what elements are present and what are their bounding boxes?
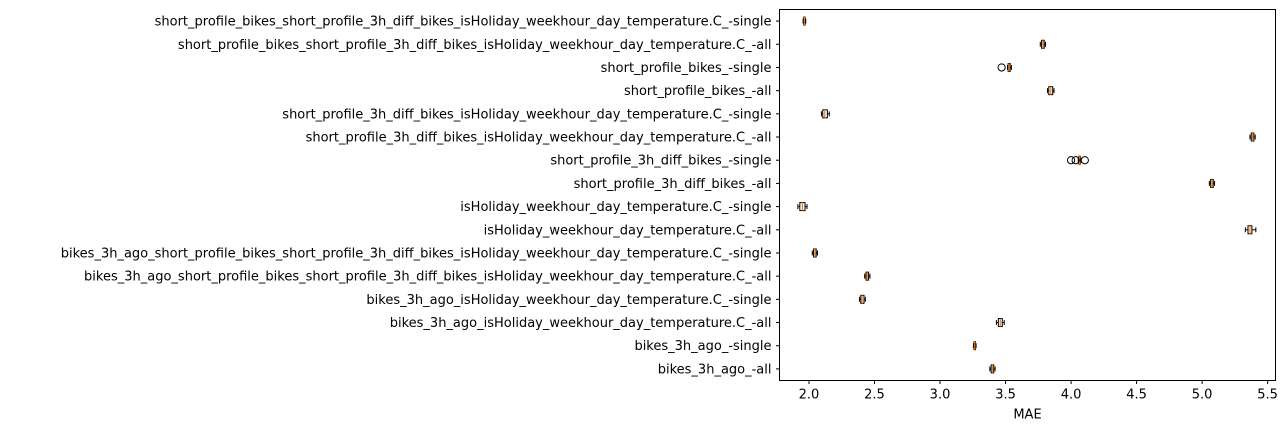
box-6 — [1066, 155, 1089, 165]
y-tick-label: bikes_3h_ago_-all — [658, 362, 772, 377]
x-tick-label: 2.0 — [799, 388, 820, 403]
box-3 — [1046, 86, 1055, 96]
y-tick-label: bikes_3h_ago_short_profile_bikes_short_p… — [61, 246, 772, 261]
box-4 — [820, 109, 830, 119]
y-tick-label: short_profile_3h_diff_bikes_-single — [550, 154, 771, 169]
box-2 — [997, 62, 1012, 72]
y-axis-ticks: short_profile_bikes_short_profile_3h_dif… — [61, 15, 780, 377]
outlier-point — [1080, 156, 1089, 165]
box-marks — [797, 16, 1257, 374]
y-tick-label: isHoliday_weekhour_day_temperature.C_-si… — [460, 200, 771, 215]
x-tick-label: 5.5 — [1257, 388, 1278, 403]
y-tick-label: bikes_3h_ago_isHoliday_weekhour_day_temp… — [390, 316, 772, 331]
y-tick-label: short_profile_3h_diff_bikes_-all — [574, 177, 772, 192]
box-8 — [797, 202, 808, 212]
y-tick-label: short_profile_bikes_-all — [624, 84, 772, 99]
x-tick-label: 4.0 — [1061, 388, 1082, 403]
y-tick-label: short_profile_3h_diff_bikes_isHoliday_we… — [306, 131, 772, 146]
box-11 — [864, 271, 871, 281]
x-axis-label: MAE — [1013, 408, 1041, 423]
box-5 — [1249, 132, 1256, 142]
x-tick-label: 2.5 — [864, 388, 885, 403]
box-12 — [858, 294, 866, 304]
outlier-point — [1066, 156, 1076, 165]
y-tick-label: short_profile_3h_diff_bikes_isHoliday_we… — [282, 107, 771, 122]
plot-area-frame — [779, 9, 1276, 381]
box-7 — [1208, 178, 1216, 188]
box-15 — [989, 364, 996, 374]
x-tick-label: 5.0 — [1192, 388, 1213, 403]
x-tick-label: 3.5 — [995, 388, 1016, 403]
y-tick-label: short_profile_bikes_short_profile_3h_dif… — [155, 15, 772, 30]
x-axis-ticks: 2.0 2.5 3.0 3.5 4.0 4.5 5.0 5.5 — [799, 380, 1278, 403]
x-tick-label: 4.5 — [1126, 388, 1147, 403]
box-1 — [1039, 39, 1047, 49]
box-14 — [972, 341, 977, 351]
y-tick-label: short_profile_bikes_short_profile_3h_dif… — [178, 38, 772, 53]
x-tick-label: 3.0 — [930, 388, 951, 403]
box-13 — [995, 318, 1005, 328]
y-tick-label: bikes_3h_ago_short_profile_bikes_short_p… — [84, 270, 771, 285]
y-tick-label: isHoliday_weekhour_day_temperature.C_-al… — [484, 223, 772, 238]
outlier-point — [1071, 156, 1080, 165]
y-tick-label: short_profile_bikes_-single — [601, 61, 772, 76]
box-10 — [811, 248, 819, 258]
y-tick-label: bikes_3h_ago_-single — [634, 339, 771, 354]
outlier-point — [997, 63, 1006, 72]
box-9 — [1244, 225, 1257, 235]
y-tick-label: bikes_3h_ago_isHoliday_weekhour_day_temp… — [366, 293, 771, 308]
box-0 — [802, 16, 807, 26]
